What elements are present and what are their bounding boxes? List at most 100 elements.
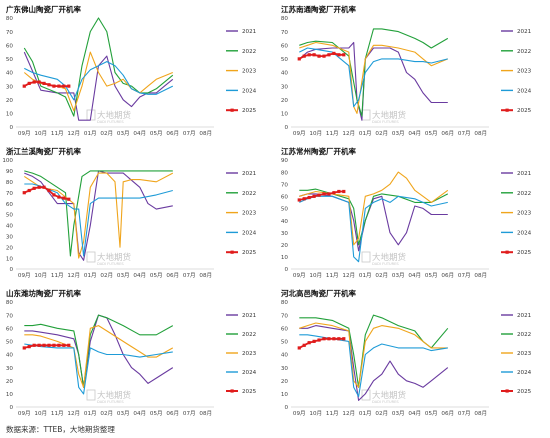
x-tick-label: 03月 [392, 130, 405, 137]
series-point-2025 [37, 185, 41, 189]
x-tick-label: 11月 [326, 130, 339, 137]
y-tick-label: 70 [6, 30, 14, 36]
series-point-2025 [22, 191, 26, 195]
source-note: 数据来源：TTEB，大地期货整理 [6, 425, 115, 434]
series-point-2025 [302, 197, 306, 201]
watermark-logo [361, 251, 371, 263]
series-point-2025 [332, 51, 336, 56]
x-tick-label: 04月 [133, 410, 146, 417]
y-tick-label: 20 [6, 98, 14, 104]
y-tick-label: 0 [284, 405, 288, 411]
series-point-2025 [337, 189, 341, 194]
watermark-logo [86, 109, 96, 121]
x-tick-label: 11月 [51, 130, 64, 137]
y-tick-label: 80 [6, 300, 14, 306]
series-point-2025 [52, 84, 56, 88]
x-tick-label: 07月 [458, 130, 471, 137]
legend-label: 2025 [242, 250, 257, 256]
series-point-2025 [337, 337, 341, 341]
x-tick-label: 02月 [100, 410, 113, 417]
watermark-text-en: DADI FUTURES [372, 120, 399, 124]
legend-label: 2021 [517, 171, 532, 177]
series-line-2022 [299, 28, 449, 117]
series-point-2025 [37, 80, 41, 84]
series-point-2025 [57, 343, 61, 347]
series-line-2025 [298, 337, 344, 349]
watermark-text-en: DADI FUTURES [97, 262, 124, 266]
x-tick-label: 01月 [359, 130, 372, 137]
legend-label: 2024 [517, 88, 532, 94]
series-point-2025 [342, 337, 346, 341]
x-tick-label: 08月 [199, 272, 212, 279]
x-tick-label: 11月 [326, 410, 339, 417]
x-tick-label: 11月 [51, 410, 64, 417]
series-point-2025 [57, 84, 61, 88]
y-tick-label: 10 [6, 256, 14, 262]
chart-title: 浙江兰溪陶瓷厂开机率 [6, 146, 81, 156]
y-tick-label: 30 [281, 231, 289, 237]
series-point-2025 [302, 343, 306, 347]
legend-label: 2022 [242, 332, 256, 338]
y-tick-label: 30 [6, 366, 14, 372]
y-tick-label: 40 [281, 71, 289, 77]
legend-marker [505, 250, 509, 254]
y-tick-label: 70 [6, 313, 14, 319]
x-tick-label: 03月 [392, 410, 405, 417]
y-tick-label: 40 [6, 353, 14, 359]
legend-label: 2025 [517, 250, 532, 256]
series-line-2022 [24, 314, 174, 388]
legend-label: 2021 [517, 313, 532, 319]
series-point-2025 [27, 345, 31, 349]
chart-title: 江苏南通陶瓷厂开机率 [281, 4, 356, 14]
x-tick-label: 09月 [18, 272, 31, 279]
x-tick-label: 10月 [309, 272, 322, 279]
series-point-2025 [327, 53, 331, 57]
series-point-2025 [307, 195, 311, 200]
chart-panel: 广东佛山陶瓷厂开机率 0 10 20 30 40 50 60 70 80 09月 10月 11月 12月 0… [6, 4, 257, 137]
series-point-2025 [332, 337, 336, 341]
x-tick-label: 06月 [166, 130, 179, 137]
series-line-2023 [23, 51, 174, 112]
x-tick-label: 09月 [293, 130, 306, 137]
watermark-text: 大地期货 [97, 390, 132, 401]
y-tick-label: 90 [6, 169, 14, 175]
series-line-2025 [298, 52, 344, 60]
legend-marker [230, 250, 234, 254]
x-tick-label: 01月 [84, 130, 97, 137]
series-line-2025 [23, 81, 69, 87]
y-tick-label: 0 [284, 267, 288, 273]
series-line-2024 [299, 334, 448, 398]
y-tick-label: 60 [281, 43, 289, 49]
y-tick-label: 0 [9, 267, 13, 273]
legend-label: 2023 [517, 211, 532, 217]
series-point-2025 [67, 197, 71, 201]
y-tick-label: 50 [6, 213, 14, 219]
x-tick-label: 02月 [375, 410, 388, 417]
x-tick-label: 10月 [34, 410, 47, 417]
x-tick-label: 12月 [342, 410, 355, 417]
y-tick-label: 80 [281, 16, 289, 22]
x-tick-label: 01月 [359, 410, 372, 417]
series-point-2025 [47, 343, 51, 347]
x-tick-label: 11月 [326, 272, 339, 279]
legend-label: 2021 [242, 171, 257, 177]
series-line-2023 [24, 325, 174, 388]
legend-label: 2024 [517, 370, 532, 376]
y-tick-label: 50 [6, 340, 14, 346]
x-tick-label: 05月 [150, 130, 163, 137]
watermark-text-en: DADI FUTURES [372, 400, 399, 404]
y-tick-label: 40 [6, 71, 14, 77]
series-point-2025 [337, 53, 341, 57]
series-line-2021 [299, 193, 448, 252]
chart-panel: 江苏南通陶瓷厂开机率 0 10 20 30 40 50 60 70 80 09月 10月 11月 12月 0… [281, 4, 532, 137]
y-tick-label: 40 [281, 219, 289, 225]
y-tick-label: 20 [281, 379, 289, 385]
x-tick-label: 12月 [67, 410, 80, 417]
series-line-2021 [23, 51, 174, 121]
series-line-2021 [298, 41, 448, 121]
y-tick-label: 80 [6, 16, 14, 22]
watermark-logo [361, 109, 371, 121]
legend-label: 2021 [242, 313, 257, 319]
x-tick-label: 12月 [342, 272, 355, 279]
